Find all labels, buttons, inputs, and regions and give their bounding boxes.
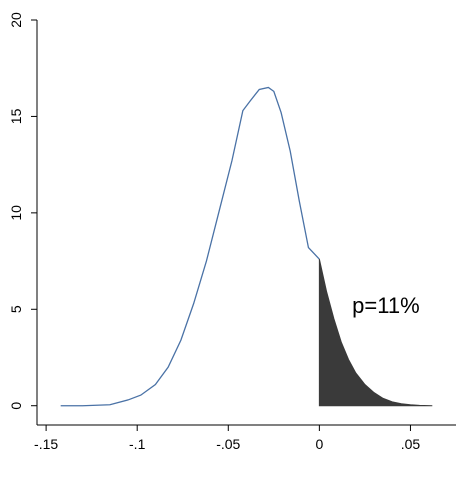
y-tick-label: 5	[8, 305, 24, 313]
x-tick-label: -.15	[34, 436, 58, 452]
series-layer	[60, 86, 433, 407]
density-line-series	[60, 86, 320, 407]
y-tick-label: 15	[8, 108, 24, 124]
labels: 0 5 10 15 20 -.15 -.1 -.05 0 .05 p=11%	[8, 12, 420, 452]
x-tick-label: .05	[401, 436, 421, 452]
y-tick-label: 20	[8, 12, 24, 28]
x-tick-label: -.1	[129, 436, 146, 452]
x-tick-label: -.05	[216, 436, 240, 452]
y-tick-label: 10	[8, 205, 24, 221]
axes	[31, 19, 456, 431]
y-tick-label: 0	[8, 402, 24, 410]
tail-area-series	[318, 259, 433, 407]
x-tick-label: 0	[315, 436, 323, 452]
p-value-annotation: p=11%	[352, 293, 419, 318]
